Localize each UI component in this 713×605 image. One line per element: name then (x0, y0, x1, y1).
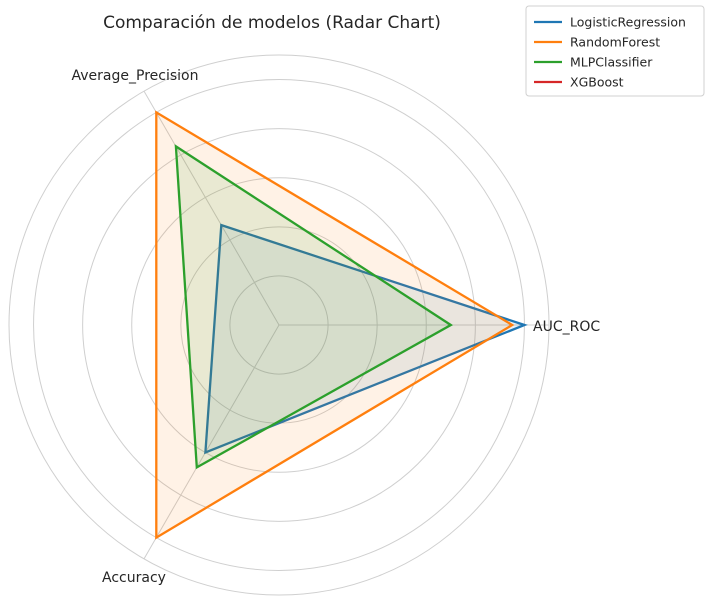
legend-label-mlpclassifier: MLPClassifier (570, 55, 653, 70)
series-fill-logisticregression (205, 225, 525, 453)
radar-grid (8, 54, 550, 596)
axis-label-average-precision: Average_Precision (72, 68, 199, 84)
series-fill-randomforest (156, 112, 513, 538)
radar-series (155, 110, 528, 540)
axis-label-accuracy: Accuracy (102, 570, 166, 586)
legend-label-logisticregression: LogisticRegression (570, 15, 686, 30)
series-line-randomforest (155, 110, 515, 540)
grid-spoke-2 (143, 90, 280, 326)
legend-label-randomforest: RandomForest (570, 35, 660, 50)
legend-label-xgboost: XGBoost (570, 75, 624, 90)
chart-title: Comparación de modelos (Radar Chart) (103, 13, 441, 33)
legend: LogisticRegression RandomForest MLPClassif… (525, 5, 705, 97)
series-fill-mlpclassifier (175, 146, 451, 468)
axis-label-auc-roc: AUC_ROC (533, 319, 600, 335)
grid-spoke-3 (143, 324, 280, 560)
series-line-mlpclassifier (174, 144, 454, 470)
legend-frame (525, 5, 705, 97)
